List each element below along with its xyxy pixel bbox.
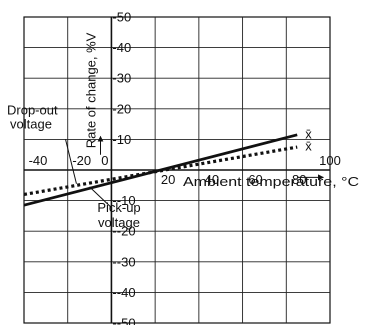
series-layer [23, 133, 298, 207]
x-tick-label: 100 [319, 153, 341, 168]
annotation-leader-dropout [65, 139, 77, 184]
series-end-label-2: x̄ [305, 139, 312, 154]
x-tick-label: 40 [205, 172, 219, 187]
y-tick-value: -40 [117, 285, 136, 300]
y-tick-value: 40 [117, 40, 131, 55]
y-tick-label: --40 [112, 285, 135, 300]
y-tick-label: -50 [112, 10, 131, 25]
y-tick-dash: - [112, 316, 116, 325]
y-tick-dash: - [112, 285, 116, 300]
y-tick-dash: - [112, 101, 116, 116]
y-tick-value: 10 [117, 132, 131, 147]
y-tick-label: -20 [112, 101, 131, 116]
y-tick-value: -10 [117, 193, 136, 208]
annotation-pickup-2: voltage [98, 215, 140, 230]
y-axis-label: Rate of change, %V [83, 32, 98, 148]
y-tick-label: --50 [112, 316, 135, 325]
axes [24, 17, 330, 323]
x-tick-label: 20 [161, 172, 175, 187]
y-tick-dash: - [112, 254, 116, 269]
y-tick-dash: - [112, 40, 116, 55]
x-tick-label: 60 [248, 172, 262, 187]
y-tick-dash: - [112, 193, 116, 208]
series-line-2 [23, 145, 298, 197]
x-tick-label: 80 [292, 172, 306, 187]
x-axis-label: Ambient temperature, °C [183, 174, 359, 189]
y-tick-label: -10 [112, 132, 131, 147]
y-tick-value: 50 [117, 10, 131, 25]
tick-labels: --50--40--30--20--10-10-20-30-40-50-40 -2… [29, 10, 341, 325]
y-tick-label: --20 [112, 224, 135, 239]
x-tick-label: -40 [29, 153, 48, 168]
y-tick-value: 30 [117, 71, 131, 86]
annotation-leader-pickup [89, 186, 112, 209]
series-end-label-1: x̄ [305, 126, 312, 141]
annotation-pickup-1: Pick-up [97, 200, 140, 215]
x-tick-label: 0 [101, 153, 108, 168]
y-tick-dash: - [112, 224, 116, 239]
y-tick-value: -20 [117, 224, 136, 239]
y-tick-label: -30 [112, 71, 131, 86]
y-tick-dash: - [112, 71, 116, 86]
y-tick-label: --30 [112, 254, 135, 269]
y-tick-dash: - [112, 132, 116, 147]
x-tick-label: -20 [72, 153, 91, 168]
annotation-dropout-1: Drop-out [7, 102, 58, 117]
y-tick-dash: - [112, 10, 116, 25]
annotation-dropout-2: voltage [10, 117, 52, 132]
y-tick-value: -30 [117, 254, 136, 269]
y-tick-value: -50 [117, 316, 136, 325]
y-tick-label: -40 [112, 40, 131, 55]
y-tick-label: --10 [112, 193, 135, 208]
labels: Ambient temperature, °C Rate of change, %… [7, 32, 359, 230]
y-tick-value: 20 [117, 101, 131, 116]
